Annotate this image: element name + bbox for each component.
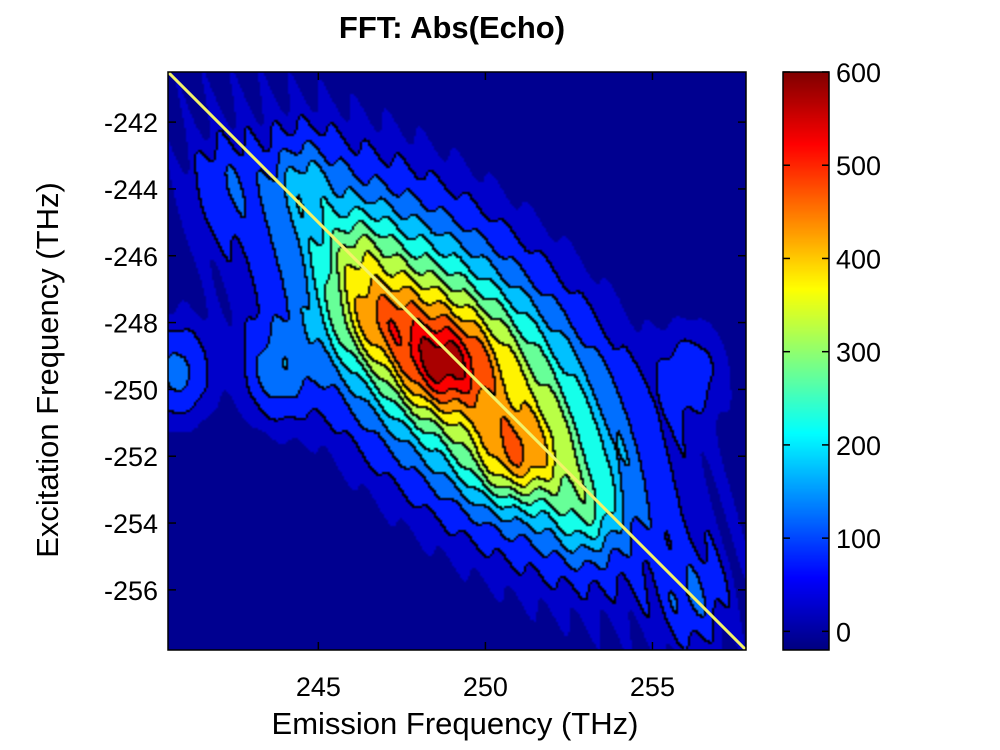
colorbar-tick-label: 500: [836, 151, 881, 181]
colorbar-tick-label: 400: [836, 244, 881, 274]
y-tick-label: -250: [104, 375, 158, 405]
x-axis-ticks: 245 250 255: [296, 72, 675, 702]
colorbar-tick-label: 600: [836, 58, 881, 88]
x-tick-label: 255: [630, 672, 675, 702]
colorbar-tick-label: 0: [836, 617, 851, 647]
y-axis-ticks: -256 -254 -252 -250 -248 -246 -244 -242: [104, 108, 746, 606]
heatmap-area: [168, 72, 746, 650]
y-tick-label: -242: [104, 108, 158, 138]
x-tick-label: 245: [296, 672, 341, 702]
y-tick-label: -252: [104, 442, 158, 472]
x-tick-label: 250: [463, 672, 508, 702]
y-tick-label: -254: [104, 509, 158, 539]
x-axis-label: Emission Frequency (THz): [272, 706, 639, 741]
y-tick-label: -244: [104, 175, 158, 205]
y-axis-label: Excitation Frequency (THz): [30, 182, 65, 558]
colorbar-ticks: 0 100 200 300 400 500 600: [783, 58, 881, 647]
colorbar-frame: [782, 71, 830, 651]
chart-title: FFT: Abs(Echo): [339, 10, 565, 45]
colorbar: 0 100 200 300 400 500 600: [782, 58, 881, 651]
colorbar-tick-label: 300: [836, 338, 881, 368]
y-tick-label: -248: [104, 309, 158, 339]
diagonal-line: [168, 72, 746, 650]
y-tick-label: -256: [104, 576, 158, 606]
colorbar-tick-label: 200: [836, 431, 881, 461]
colorbar-gradient: [783, 72, 829, 650]
colorbar-tick-label: 100: [836, 524, 881, 554]
y-tick-label: -246: [104, 242, 158, 272]
plot-frame: [167, 71, 747, 651]
